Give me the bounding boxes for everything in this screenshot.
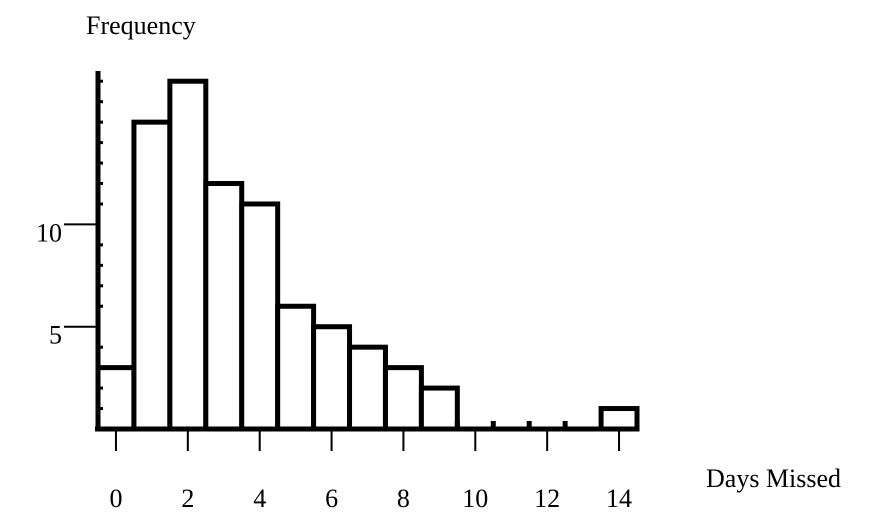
x-tick-label: 14 xyxy=(606,484,632,513)
x-tick-label: 2 xyxy=(181,484,194,513)
x-tick-label: 6 xyxy=(325,484,338,513)
y-axis-label: Frequency xyxy=(86,11,196,40)
x-tick-label: 10 xyxy=(462,484,488,513)
histogram-bar xyxy=(239,201,281,432)
x-axis: 0 2 4 6 8 10 12 14 xyxy=(95,426,637,513)
histogram-bar xyxy=(131,119,173,432)
x-tick-label: 12 xyxy=(534,484,560,513)
x-tick-label: 0 xyxy=(109,484,122,513)
bars xyxy=(95,78,640,432)
histogram-bar xyxy=(347,344,388,432)
histogram-bar xyxy=(598,406,640,432)
x-axis-label: Days Missed xyxy=(706,464,841,493)
histogram-bar xyxy=(275,303,317,432)
histogram-bar xyxy=(95,365,137,432)
histogram-bar xyxy=(311,324,353,432)
x-tick-label: 4 xyxy=(253,484,266,513)
histogram-bar xyxy=(167,78,209,432)
histogram-bar xyxy=(418,385,460,432)
histogram-bar xyxy=(203,181,245,432)
histogram-bar xyxy=(382,365,424,432)
y-tick-label: 5 xyxy=(49,321,62,350)
x-tick-label: 8 xyxy=(397,484,410,513)
y-tick-label: 10 xyxy=(36,218,62,247)
y-axis: 5 10 xyxy=(36,71,103,429)
